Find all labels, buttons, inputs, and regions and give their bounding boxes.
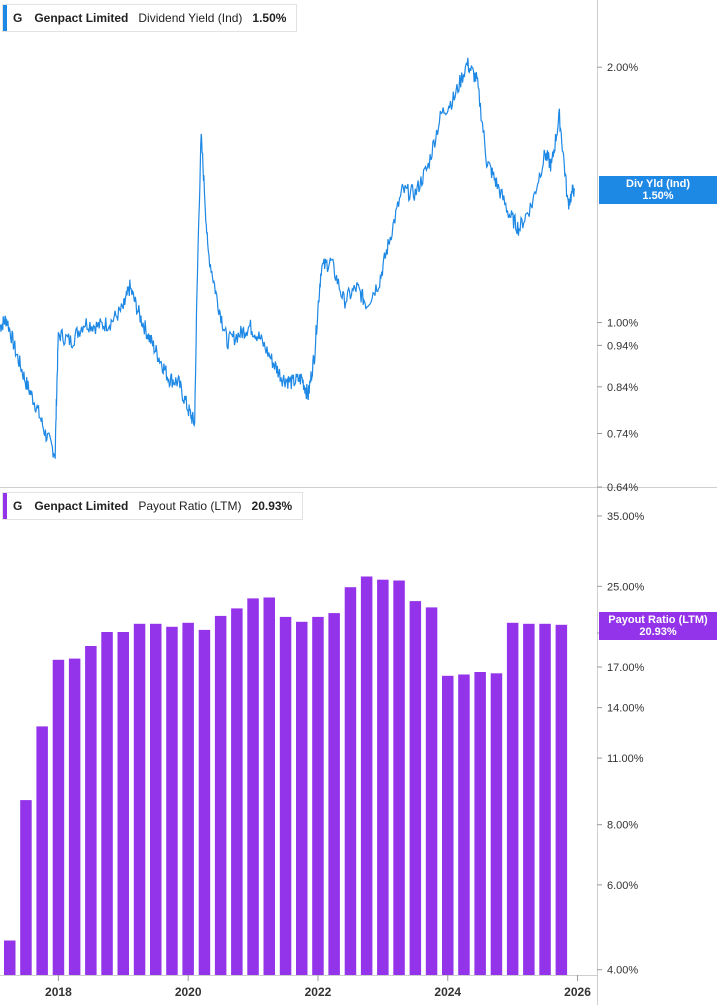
payout-bar	[474, 672, 486, 975]
payout-bar	[539, 623, 551, 975]
payout-bar	[214, 615, 227, 975]
bottom-legend-value: 20.93%	[251, 499, 293, 513]
payout-bar	[409, 601, 422, 975]
yield-ytick-label: 2.00%	[607, 62, 638, 74]
top-legend-company: Genpact Limited	[34, 11, 129, 25]
payout-ytick-label: 14.00%	[607, 703, 645, 715]
xtick-label: 2020	[175, 985, 202, 999]
payout-bar	[182, 622, 194, 975]
payout-bar	[377, 579, 389, 975]
payout-bar	[247, 598, 259, 975]
payout-bar	[68, 658, 81, 975]
payout-bar	[425, 607, 438, 975]
payout-bar	[85, 646, 97, 975]
payout-bar	[263, 597, 275, 975]
top-legend-value: 1.50%	[252, 11, 287, 25]
payout-bar	[458, 674, 470, 975]
payout-bar	[442, 675, 454, 975]
xtick-label: 2022	[305, 985, 332, 999]
dividend-yield-line	[0, 57, 575, 459]
xtick-label: 2026	[564, 985, 591, 999]
yield-ytick-label: 1.00%	[607, 318, 638, 330]
payout-flag-value: 20.93%	[639, 626, 677, 638]
payout-ytick-label: 4.00%	[607, 965, 638, 977]
payout-bar	[198, 629, 211, 975]
payout-bar	[117, 632, 129, 975]
payout-bar	[312, 616, 324, 975]
payout-bar	[523, 623, 535, 975]
payout-bar	[344, 587, 357, 975]
top-legend-ticker: G	[13, 11, 23, 25]
payout-bar	[555, 624, 568, 975]
payout-bar	[279, 616, 292, 975]
payout-bar	[133, 623, 146, 975]
yield-flag-value: 1.50%	[642, 190, 674, 202]
payout-bar	[166, 626, 178, 975]
payout-ytick-label: 35.00%	[607, 511, 645, 523]
top-legend: G Genpact Limited Dividend Yield (Ind) 1…	[2, 4, 298, 32]
payout-ytick-label: 25.00%	[607, 581, 645, 593]
payout-bar	[360, 576, 373, 975]
payout-bar	[4, 940, 16, 975]
payout-bar	[328, 613, 340, 975]
payout-bar	[393, 580, 405, 975]
yield-flag-label: Div Yld (Ind)	[626, 178, 690, 190]
payout-ytick-label: 8.00%	[607, 820, 638, 832]
payout-legend-swatch	[3, 493, 7, 519]
bottom-legend-company: Genpact Limited	[34, 499, 129, 513]
xtick-label: 2024	[434, 985, 461, 999]
top-legend-metric: Dividend Yield (Ind)	[138, 11, 243, 25]
payout-bar	[150, 623, 162, 975]
payout-bar	[52, 659, 65, 975]
xtick-label: 2018	[45, 985, 72, 999]
bottom-legend: G Genpact Limited Payout Ratio (LTM) 20.…	[2, 492, 304, 520]
yield-legend-swatch	[3, 5, 7, 31]
payout-bar	[296, 621, 308, 975]
payout-bar	[20, 800, 32, 975]
payout-flag-label: Payout Ratio (LTM)	[608, 614, 708, 626]
payout-value-flag: Payout Ratio (LTM) 20.93%	[599, 612, 717, 640]
payout-ytick-label: 6.00%	[607, 880, 638, 892]
payout-bar	[490, 673, 503, 975]
payout-bar	[231, 608, 243, 975]
payout-bar	[101, 632, 113, 975]
bottom-legend-metric: Payout Ratio (LTM)	[138, 499, 242, 513]
yield-value-flag: Div Yld (Ind) 1.50%	[599, 176, 717, 204]
yield-ytick-label: 0.84%	[607, 382, 638, 394]
bottom-legend-ticker: G	[13, 499, 23, 513]
payout-bar	[506, 622, 519, 975]
payout-ytick-label: 11.00%	[607, 753, 644, 765]
payout-ytick-label: 17.00%	[607, 662, 645, 674]
yield-ytick-label: 0.74%	[607, 429, 638, 441]
yield-ytick-label: 0.64%	[607, 482, 638, 494]
yield-ytick-label: 0.94%	[607, 340, 638, 352]
payout-bar	[36, 726, 48, 975]
